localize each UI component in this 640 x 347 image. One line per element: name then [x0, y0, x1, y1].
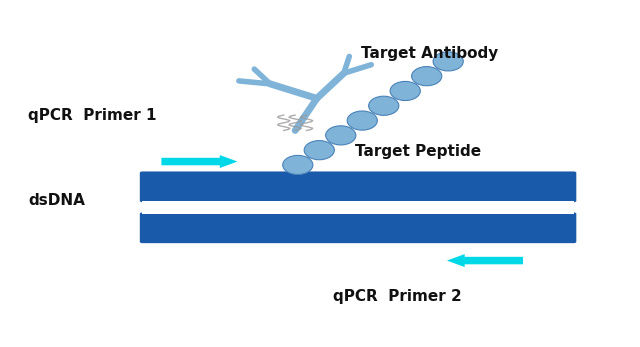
Ellipse shape — [304, 141, 334, 160]
Ellipse shape — [412, 67, 442, 86]
Ellipse shape — [326, 126, 356, 145]
Text: Target Peptide: Target Peptide — [355, 144, 481, 159]
Text: dsDNA: dsDNA — [28, 193, 85, 208]
FancyArrow shape — [161, 155, 237, 168]
Ellipse shape — [283, 155, 313, 175]
FancyArrow shape — [447, 254, 523, 267]
Ellipse shape — [390, 82, 420, 101]
Ellipse shape — [347, 111, 378, 130]
Text: qPCR  Primer 2: qPCR Primer 2 — [333, 289, 461, 304]
Text: qPCR  Primer 1: qPCR Primer 1 — [28, 108, 157, 123]
Ellipse shape — [433, 52, 463, 71]
FancyBboxPatch shape — [140, 212, 576, 243]
Bar — [142, 201, 574, 214]
Ellipse shape — [369, 96, 399, 115]
FancyBboxPatch shape — [140, 171, 576, 202]
Text: Target Antibody: Target Antibody — [361, 46, 499, 61]
